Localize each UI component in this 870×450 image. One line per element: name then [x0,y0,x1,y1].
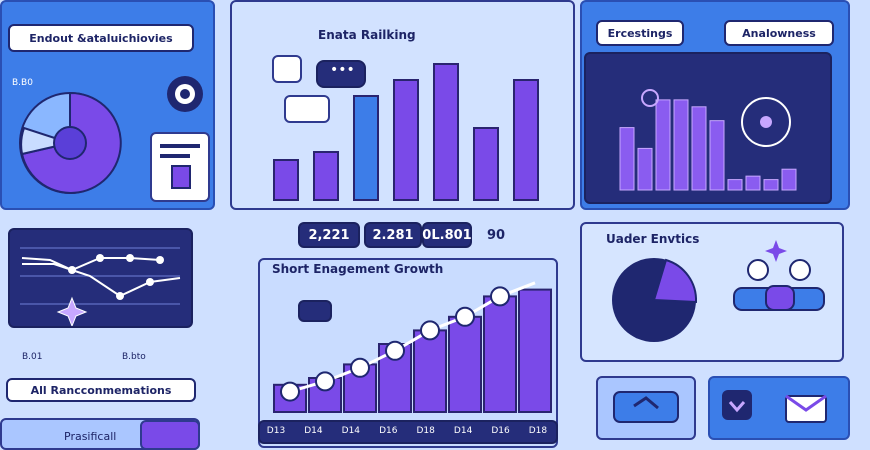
mail-card[interactable] [708,376,850,440]
left-pie-chart [19,91,122,194]
right-bar-6 [709,120,725,191]
chat-dots: ••• [330,62,355,78]
engagement-ticks: D13 D14 D14 D16 D18 D14 D16 D18 [262,426,552,436]
document-card[interactable] [150,132,210,202]
right-bar-chart [619,89,797,191]
engagement-tick-1: D13 [266,426,286,436]
right-bar-10 [781,168,797,191]
line-low-left: B.01 [22,352,43,362]
left-title-pill[interactable]: Endout &ataluichiovies [8,24,194,52]
right-bar-4 [673,99,689,191]
line-chart [20,247,181,328]
left-bottom-accent [140,420,200,450]
bottom-label: Prasificall [64,430,117,443]
bar-6 [473,127,499,201]
engagement-point-6 [455,306,475,327]
bar-4 [393,79,419,201]
right-bar-8 [745,175,761,191]
tab-analowness[interactable]: Analowness [724,20,834,46]
user-pie-chart [612,258,698,342]
bar-2 [313,151,339,201]
metric-value-2: 2.281 [364,222,422,248]
engagement-tick-6: D14 [453,426,473,436]
target-icon[interactable] [160,72,210,122]
heart-icon [613,391,679,423]
recommendations-pill[interactable]: All Rancconmemations [6,378,196,402]
sparkle-icon [56,296,88,328]
engagement-tick-3: D14 [341,426,361,436]
engagement-tick-4: D16 [379,426,398,436]
mail-icon [722,390,827,423]
engagement-tick-7: D16 [491,426,510,436]
document-icon [160,144,200,189]
bar-7 [513,79,539,201]
engagement-point-1 [280,381,300,402]
engagement-chat-icon[interactable] [298,300,332,322]
pie-top-label: B.B0 [12,78,33,88]
line-low-mid: B.bto [122,352,146,362]
engagement-tick-5: D18 [416,426,435,436]
engagement-tick-2: D14 [304,426,323,436]
right-bar-5 [691,106,707,191]
mini-chart-box[interactable] [284,95,330,123]
metric-value-1: 2,221 [298,222,360,248]
bar-3 [353,95,379,201]
line-chart-panel [8,228,193,328]
right-bar-7 [727,179,743,191]
engagement-tick-bar [258,420,558,444]
metric-value-4: 90 [476,222,516,248]
engagement-point-7 [490,286,510,307]
right-bar-1 [619,127,635,191]
users-icon [733,240,825,311]
center-doc-icon-box[interactable] [272,55,302,83]
engagement-bar-5 [413,329,447,413]
user-panel-title: Uader Envtics [606,232,700,246]
engagement-point-4 [385,340,405,361]
center-title: Enata Railking [318,28,416,42]
sparkle-icon [765,240,787,262]
center-top-bar-chart [273,63,539,201]
engagement-tick-8: D18 [528,426,548,436]
bar-5 [433,63,459,201]
engagement-point-5 [420,320,440,341]
chat-bubble-icon[interactable] [316,60,366,88]
engagement-point-2 [315,371,335,392]
engagement-bar-8 [518,288,552,414]
engagement-title: Short Enagement Growth [272,262,444,276]
metric-value-3: 0L.801 [422,222,472,248]
heart-card[interactable] [596,376,696,440]
engagement-bar-7 [483,295,517,413]
right-bar-2 [637,147,653,191]
engagement-bar-chart [273,281,552,414]
engagement-point-3 [350,357,370,378]
engagement-bar-6 [448,315,482,413]
right-bar-9 [763,179,779,191]
tab-ercestings[interactable]: Ercestings [596,20,684,46]
bar-1 [273,159,299,201]
right-bar-3 [655,99,671,191]
